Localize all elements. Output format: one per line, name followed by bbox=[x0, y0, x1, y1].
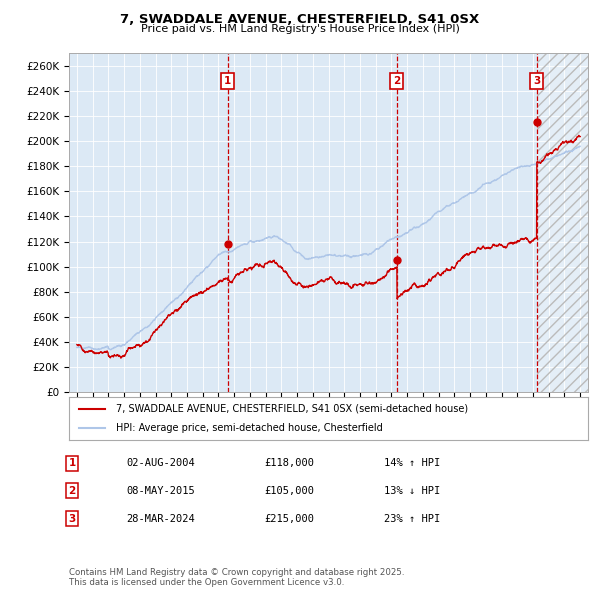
Bar bbox=[537, 53, 588, 392]
Text: 14% ↑ HPI: 14% ↑ HPI bbox=[384, 458, 440, 468]
Text: £105,000: £105,000 bbox=[264, 486, 314, 496]
Text: £118,000: £118,000 bbox=[264, 458, 314, 468]
Text: 3: 3 bbox=[533, 76, 541, 86]
Text: 1: 1 bbox=[224, 76, 231, 86]
Text: Price paid vs. HM Land Registry's House Price Index (HPI): Price paid vs. HM Land Registry's House … bbox=[140, 24, 460, 34]
Text: 2: 2 bbox=[393, 76, 401, 86]
Text: HPI: Average price, semi-detached house, Chesterfield: HPI: Average price, semi-detached house,… bbox=[116, 422, 382, 432]
Text: 28-MAR-2024: 28-MAR-2024 bbox=[126, 514, 195, 523]
Text: 3: 3 bbox=[68, 514, 76, 523]
Text: 08-MAY-2015: 08-MAY-2015 bbox=[126, 486, 195, 496]
Text: 2: 2 bbox=[68, 486, 76, 496]
Text: 7, SWADDALE AVENUE, CHESTERFIELD, S41 0SX: 7, SWADDALE AVENUE, CHESTERFIELD, S41 0S… bbox=[121, 13, 479, 26]
Text: 02-AUG-2004: 02-AUG-2004 bbox=[126, 458, 195, 468]
Text: 7, SWADDALE AVENUE, CHESTERFIELD, S41 0SX (semi-detached house): 7, SWADDALE AVENUE, CHESTERFIELD, S41 0S… bbox=[116, 404, 468, 414]
Text: £215,000: £215,000 bbox=[264, 514, 314, 523]
Bar bbox=[537, 53, 588, 392]
Text: 23% ↑ HPI: 23% ↑ HPI bbox=[384, 514, 440, 523]
Text: Contains HM Land Registry data © Crown copyright and database right 2025.
This d: Contains HM Land Registry data © Crown c… bbox=[69, 568, 404, 587]
Text: 13% ↓ HPI: 13% ↓ HPI bbox=[384, 486, 440, 496]
Text: 1: 1 bbox=[68, 458, 76, 468]
